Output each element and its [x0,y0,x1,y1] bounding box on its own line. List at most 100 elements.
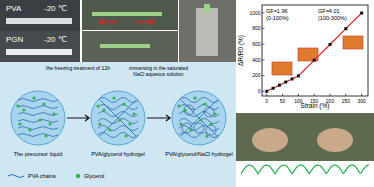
step-arrow [147,115,170,121]
glycerol-dot [18,122,21,125]
x-tick [361,94,362,97]
y-tick [262,91,265,92]
weight [196,8,218,56]
label: 800 [252,25,261,31]
pva-chain [18,120,58,123]
glycerol-dot [203,102,206,105]
step-label: the freezing treatment of 12h [46,65,110,71]
pva-chain [179,126,219,131]
label: 0 [258,88,261,94]
stage-circle [11,91,65,145]
inset-photo [298,48,318,61]
label: ΔR/R0 (%) [237,35,245,66]
label: -20 ℃ [44,4,67,13]
plot-area [265,12,363,93]
marker [272,87,275,90]
y-tick [262,44,265,45]
glycerol-dot [118,118,121,121]
label: The precursor liquid [14,151,63,157]
label: PVA/glycerol/NaCl hydrogel [165,151,232,157]
y-tick [262,12,265,13]
label: PVA [6,4,22,13]
label: 50 [280,98,286,104]
pva-chain [18,134,58,137]
marker [297,74,300,77]
photo [236,113,374,161]
marker [344,27,347,30]
label: PGN [6,35,24,44]
plot-frame [262,5,368,96]
sample-strip [6,49,72,55]
label: 200 [252,72,261,78]
label: 1000 [249,10,260,16]
stage-circle [91,91,145,145]
x-tick [314,94,315,97]
sample-strip [204,4,210,12]
x-tick [282,94,283,97]
label: GF=1.96 [266,8,288,14]
x-tick [266,94,267,97]
y-tick [262,75,265,76]
step-arrow [67,115,89,121]
glycerol-dot [124,134,127,137]
glycerol-dot [199,118,202,121]
inset-photo [343,36,363,49]
y-tick [262,59,265,60]
photo [179,0,236,62]
pva-chain [18,106,58,109]
legend-swatch [8,175,24,178]
figure: PVA-20 ℃PGN-20 ℃050100150200250300020040… [0,0,374,187]
y-tick [262,28,265,29]
inset-photo [272,62,292,75]
glycerol-dot [128,122,131,125]
signal-panel [236,161,374,187]
chart-background [236,0,374,113]
glycerol-dot [28,128,31,131]
pva-chain [98,98,138,103]
schematic-background [0,62,236,187]
x-tick [298,94,299,97]
crosslink [100,100,136,136]
label: PVA/glycerol hydrogel [91,151,145,157]
glycerol-dot [42,102,45,105]
glycerol-dot [44,134,47,137]
glycerol-dot [189,128,192,131]
cluster [204,107,214,117]
glycerol-dot [32,96,35,99]
step-line: the freezing treatment of 12h [46,65,110,71]
glycerol-dot [122,102,125,105]
glycerol-dot [193,96,196,99]
cluster [182,123,192,133]
pva-chain [98,119,138,124]
cluster [206,125,216,135]
glycerol-dot [22,108,25,111]
label: 400 [252,57,261,63]
glycerol-dot [96,104,99,107]
page: {"photos": {"pva_label": "PVA", "pva_tem… [0,0,374,187]
photo [82,31,178,62]
arrow [100,19,154,25]
label: 0 [265,98,268,104]
sample-strip [92,12,162,16]
sample-strip [6,18,72,24]
marker [329,43,332,46]
cluster [184,105,194,115]
photo [0,0,80,31]
glycerol-dot [112,96,115,99]
glycerol-dot [205,134,208,137]
hand [252,128,288,152]
pva-chain [179,112,219,117]
label: PVA chains [28,173,56,179]
label: 300 [357,98,366,104]
series-line [267,13,362,91]
label: (0-100%) [266,15,289,21]
label: Glycerol [84,173,104,179]
label: Strain (%) [301,102,330,110]
label: 600 [252,41,261,47]
marker [313,59,316,62]
pva-chain [98,133,138,138]
glycerol-dot [209,122,212,125]
step-line: NaCl aqueous solution [133,71,184,77]
label: GF=4.01 [318,8,340,14]
label: 250 [342,98,351,104]
